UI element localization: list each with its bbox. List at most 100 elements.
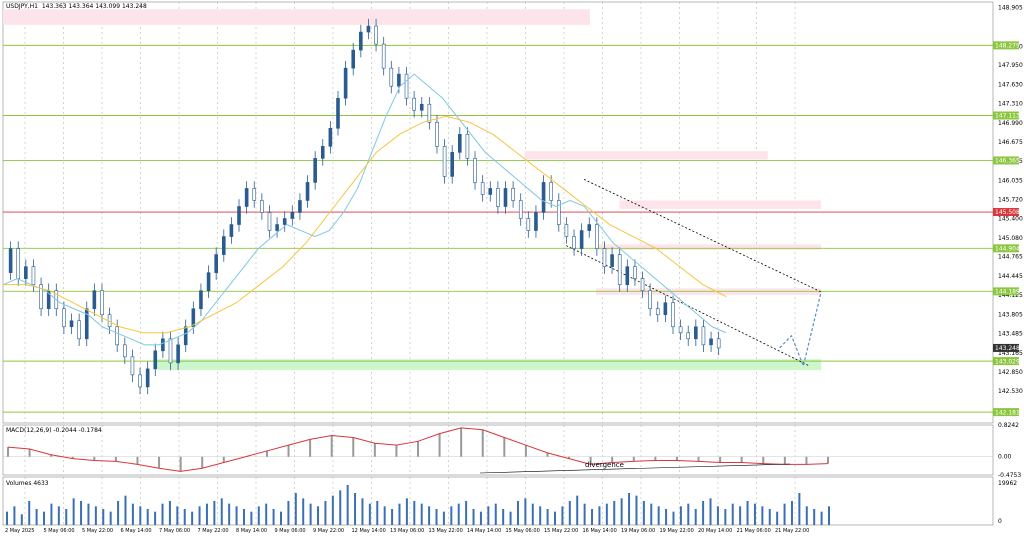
- y-tick-label: 146.035: [998, 177, 1023, 184]
- level-tag-box: [993, 343, 1019, 352]
- macd-y-tick: -0.4753: [998, 472, 1021, 479]
- macd-histogram-bar: [762, 456, 765, 464]
- candle-body: [701, 326, 706, 346]
- macd-histogram-bar: [330, 435, 333, 457]
- zone-0: [3, 9, 590, 25]
- volume-bar: [324, 501, 327, 525]
- candle-body: [84, 308, 89, 340]
- candle-body: [39, 284, 43, 310]
- x-tick-label: 6 May 14:00: [121, 528, 152, 534]
- volume-bar: [6, 511, 8, 525]
- volume-bar: [65, 509, 68, 525]
- candle-body: [244, 188, 249, 207]
- candle-body: [389, 67, 394, 87]
- candle-body: [176, 344, 180, 364]
- candle-body: [199, 290, 203, 310]
- volume-bar: [516, 501, 519, 525]
- candle-body: [381, 43, 386, 69]
- candle-body: [92, 290, 97, 310]
- candle-body: [69, 320, 74, 328]
- volume-bar: [642, 501, 645, 525]
- volume-bar: [724, 509, 727, 525]
- macd-histogram-bar: [783, 456, 786, 465]
- candle-body: [503, 188, 508, 207]
- ohlc-readout: 143.363 143.364 143.099 143.248: [41, 3, 147, 10]
- volume-bar: [250, 511, 253, 525]
- forecast-path: [779, 291, 822, 368]
- macd-histogram-bar: [309, 439, 312, 457]
- macd-histogram-bar: [50, 454, 53, 457]
- candle-body: [450, 152, 454, 177]
- macd-histogram-bar: [201, 456, 204, 469]
- macd-label: MACD(12,26,9) -0.2044 -0.1784: [6, 427, 102, 434]
- level-tag: 143.248: [995, 345, 1020, 352]
- volume-bar: [368, 503, 371, 525]
- macd-histogram-bar: [417, 441, 419, 457]
- volume-bar: [539, 506, 542, 525]
- candle-body: [633, 266, 637, 279]
- macd-histogram-bar: [287, 445, 290, 457]
- zone-2: [619, 200, 822, 209]
- macd-histogram-bar: [697, 456, 700, 462]
- candle-body: [313, 158, 317, 183]
- y-tick-label: 147.310: [998, 101, 1023, 108]
- level-tag: 146.365: [995, 158, 1020, 165]
- y-tick-label: 143.805: [998, 311, 1023, 318]
- candle-body: [518, 200, 523, 219]
- x-tick-label: 9 May 22:00: [313, 528, 344, 534]
- macd-histogram-bar: [568, 456, 571, 459]
- candle-body: [298, 200, 302, 213]
- level-tag-box: [993, 208, 1019, 217]
- candle-body: [488, 188, 493, 195]
- volume-bar: [117, 501, 120, 525]
- volume-bar: [139, 506, 142, 525]
- candle-body: [252, 188, 257, 201]
- level-tag-box: [993, 287, 1019, 296]
- macd-histogram-bar: [93, 456, 96, 461]
- volume-bar: [716, 506, 719, 525]
- macd-histogram-bar: [28, 449, 31, 457]
- volume-bar: [761, 506, 764, 525]
- candle-body: [366, 25, 371, 33]
- macd-histogram-bar: [740, 456, 743, 463]
- candle-body: [115, 326, 120, 346]
- candle-body: [183, 326, 188, 346]
- candle-body: [671, 302, 675, 328]
- macd-histogram-bar: [395, 445, 398, 457]
- volume-bar: [87, 503, 90, 525]
- macd-histogram-bar: [546, 452, 549, 457]
- volume-bar: [620, 498, 623, 525]
- candle-body: [8, 248, 13, 273]
- volume-bar: [154, 511, 157, 525]
- candle-body: [655, 308, 660, 316]
- macd-histogram-bar: [71, 456, 74, 459]
- volume-bar: [568, 501, 571, 525]
- volume-bar: [361, 498, 364, 525]
- macd-y-tick: 0.00: [998, 454, 1012, 461]
- y-tick-label: 145.720: [998, 196, 1023, 203]
- macd-histogram-bar: [632, 456, 635, 462]
- y-tick-label: 146.675: [998, 139, 1023, 146]
- volume-bar: [820, 511, 823, 525]
- candle-body: [191, 308, 196, 328]
- volume-bar: [146, 509, 149, 525]
- volume-bar: [739, 506, 742, 525]
- volume-bar: [272, 509, 275, 525]
- candle-body: [123, 344, 127, 358]
- volume-bar: [280, 511, 282, 525]
- candle-body: [686, 332, 691, 340]
- x-tick-label: 21 May 06:00: [737, 528, 771, 534]
- x-tick-label: 2 May 2025: [5, 528, 34, 534]
- y-tick-label: 147.630: [998, 81, 1023, 88]
- candle-body: [138, 374, 142, 388]
- candle-body: [100, 290, 104, 316]
- volume-bar: [354, 493, 357, 525]
- candle-body: [161, 338, 165, 352]
- candle-body: [572, 236, 576, 249]
- x-tick-label: 16 May 14:00: [583, 528, 617, 534]
- y-tick-label: 142.530: [998, 388, 1023, 395]
- candle-body: [709, 338, 713, 346]
- volume-bar: [709, 498, 712, 525]
- volume-bar: [213, 501, 216, 525]
- y-tick-label: 145.080: [998, 235, 1023, 242]
